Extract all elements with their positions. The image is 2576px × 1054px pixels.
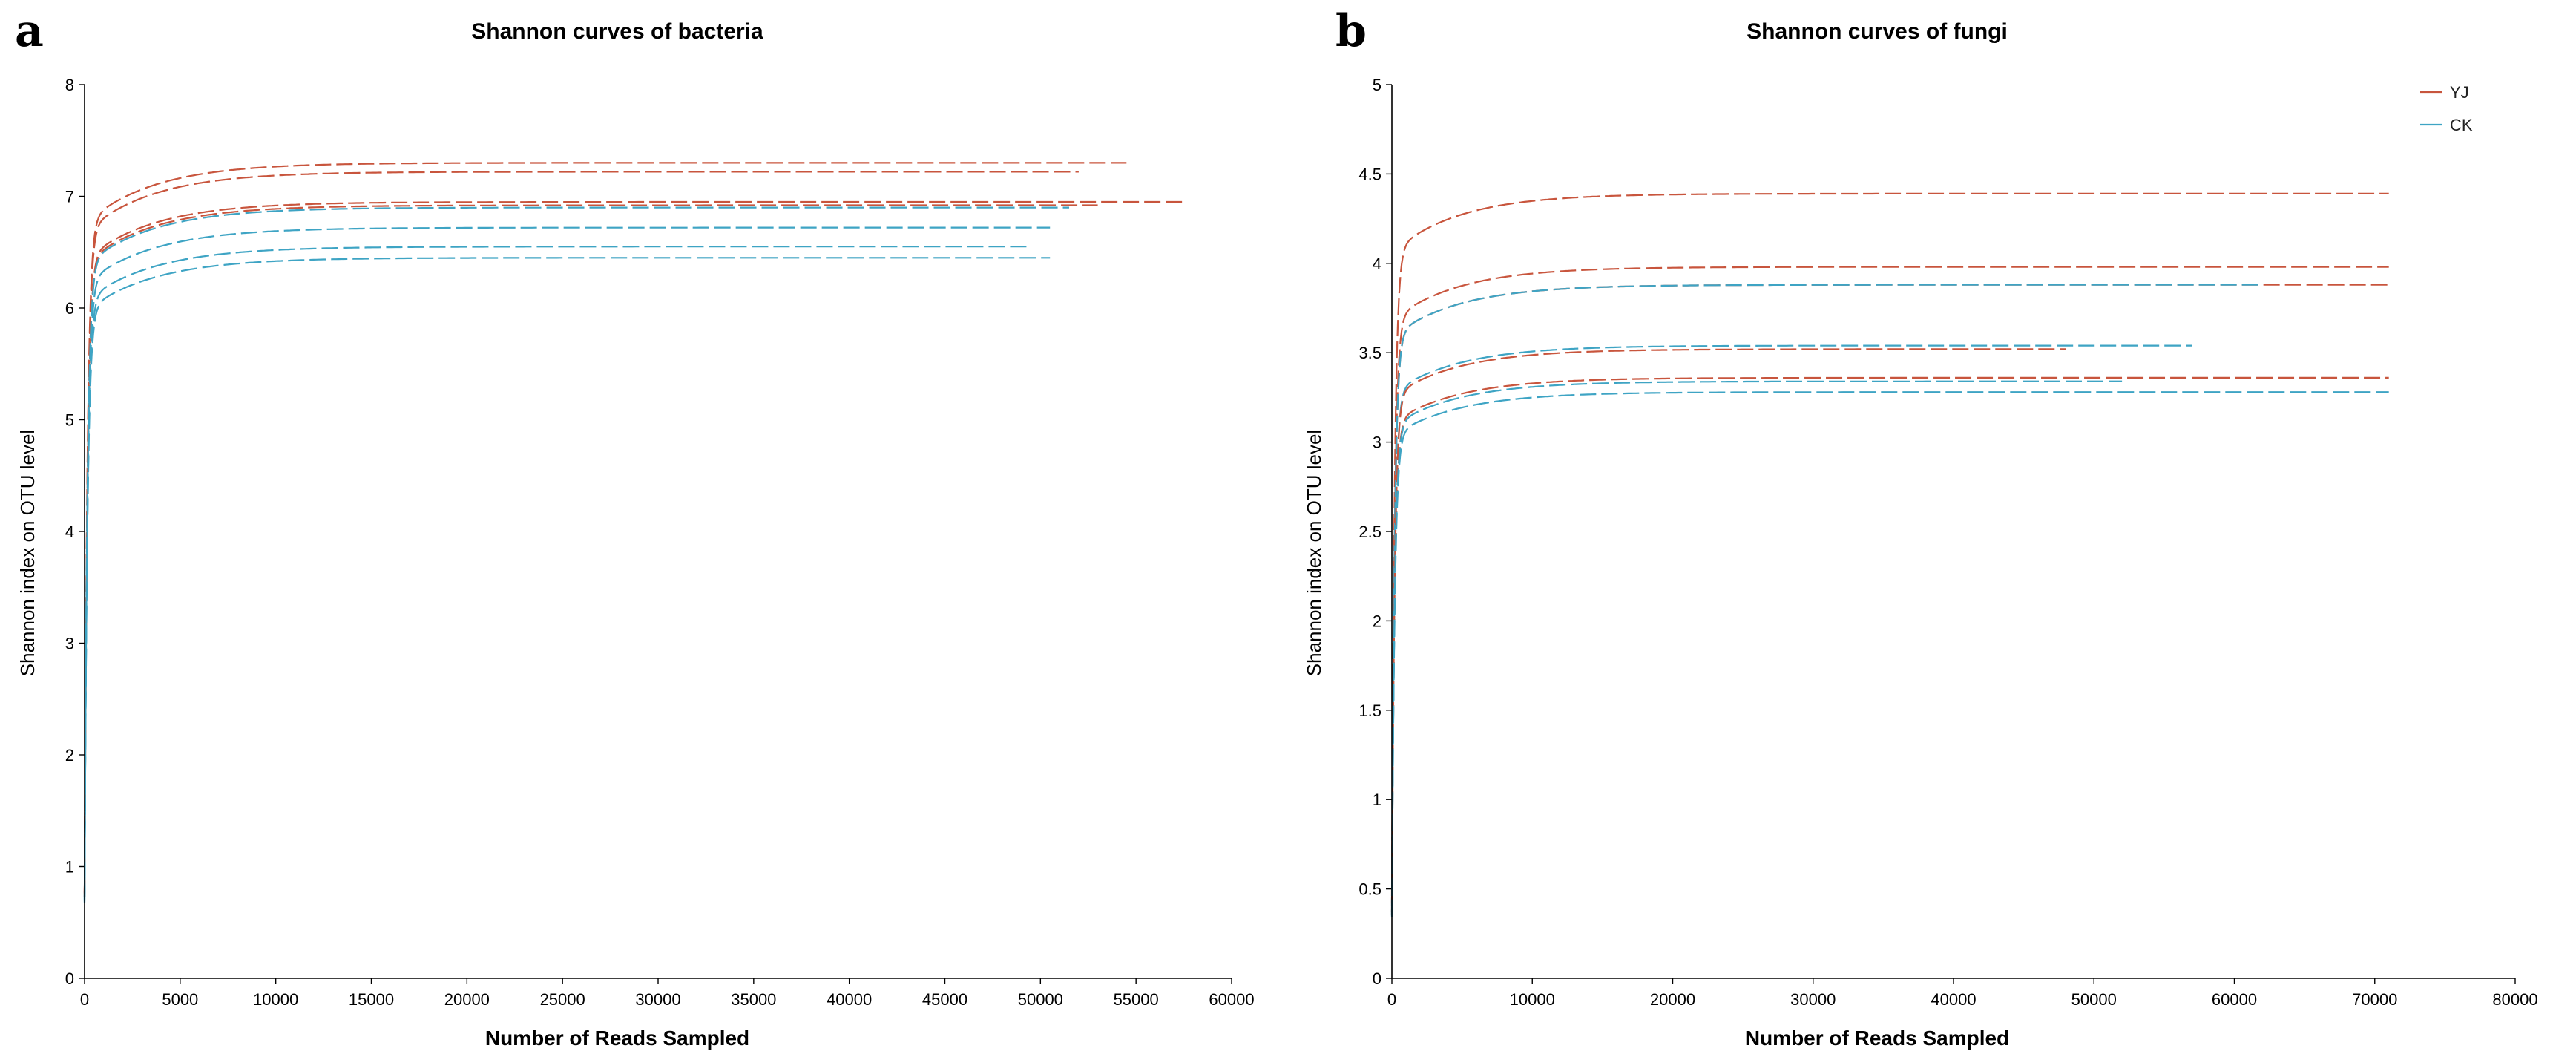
panel-letter-a: a: [15, 5, 44, 57]
chart-title-b: Shannon curves of fungi: [1747, 19, 2008, 44]
y-tick-label: 5: [1373, 76, 1381, 94]
y-tick-label: 0.5: [1358, 880, 1381, 899]
x-axis-label-b: Number of Reads Sampled: [1745, 1027, 2009, 1050]
chart-title-a: Shannon curves of bacteria: [471, 19, 763, 44]
series-curve-ck-6: [83, 226, 1051, 900]
y-axis-label-a: Shannon index on OTU level: [16, 430, 39, 676]
series-curve-ck-8: [1390, 380, 2123, 916]
series-group-b: [1390, 192, 2389, 917]
series-curve-yj-2: [1390, 266, 2389, 904]
y-tick-label: 4.5: [1358, 165, 1381, 183]
x-tick-label: 0: [1387, 990, 1396, 1009]
y-tick-label: 4: [65, 523, 74, 541]
axes-b: [1391, 85, 2515, 979]
x-tick-label: 50000: [1018, 990, 1063, 1009]
y-tick-label: 1: [65, 858, 74, 877]
x-tick-label: 20000: [444, 990, 490, 1009]
x-tick-label: 80000: [2492, 990, 2537, 1009]
x-tick-label: 10000: [1510, 990, 1555, 1009]
x-tick-label: 25000: [540, 990, 585, 1009]
x-tick-label: 55000: [1114, 990, 1159, 1009]
x-tick-label: 70000: [2352, 990, 2397, 1009]
x-axis-label-a: Number of Reads Sampled: [485, 1027, 749, 1050]
series-curve-ck-5: [1390, 344, 2192, 912]
panel-letter-b: b: [1335, 5, 1367, 57]
x-tick-label: 30000: [1790, 990, 1836, 1009]
x-tick-label: 45000: [922, 990, 967, 1009]
series-curve-yj-3: [83, 200, 1184, 897]
x-tick-label: 35000: [731, 990, 776, 1009]
y-tick-label: 7: [65, 188, 74, 206]
x-tick-label: 10000: [253, 990, 298, 1009]
y-tick-label: 4: [1373, 255, 1381, 273]
x-tick-label: 0: [80, 990, 89, 1009]
series-curve-ck-9: [1390, 391, 2389, 917]
y-tick-label: 2: [65, 746, 74, 765]
legend-label-ck: CK: [2450, 116, 2473, 134]
axis-ticks-b: 0 0.5 1 1.5 2 2.5 3 3.5 4 4.5 5 0 10000 20000 30000 400…: [1358, 76, 2537, 1009]
series-curve-ck-5: [83, 206, 1069, 897]
panel-b-fungi: b Shannon curves of fungi Number of Read…: [1303, 5, 2538, 1050]
series-curve-yj-6: [1390, 348, 2066, 912]
series-curve-yj-2: [83, 171, 1079, 894]
x-tick-label: 15000: [349, 990, 394, 1009]
series-group-a: [83, 162, 1184, 903]
x-tick-label: 30000: [635, 990, 680, 1009]
series-curve-yj-4: [83, 204, 1098, 897]
legend-label-yj: YJ: [2450, 83, 2469, 102]
x-tick-label: 5000: [162, 990, 198, 1009]
axis-ticks-a: 0 1 2 3 4 5 6 7 8 0 5000 10000 15000 20000 25000 30000 3…: [65, 76, 1255, 1009]
y-tick-label: 2: [1373, 612, 1381, 630]
panel-a-bacteria: a Shannon curves of bacteria Number of R…: [15, 5, 1255, 1050]
y-tick-label: 5: [65, 411, 74, 430]
series-curve-ck-4: [1390, 284, 2263, 906]
x-tick-label: 20000: [1650, 990, 1695, 1009]
legend: YJ CK: [2420, 83, 2473, 134]
y-tick-label: 0: [1373, 969, 1381, 988]
y-tick-label: 1: [1373, 790, 1381, 809]
series-curve-ck-7: [83, 246, 1031, 902]
x-tick-label: 60000: [1209, 990, 1254, 1009]
series-curve-yj-7: [1390, 376, 2389, 915]
y-axis-label-b: Shannon index on OTU level: [1303, 430, 1325, 676]
series-curve-ck-8: [83, 257, 1051, 903]
y-tick-label: 3: [1373, 433, 1381, 452]
series-curve-yj-1: [83, 162, 1127, 893]
y-tick-label: 2.5: [1358, 523, 1381, 541]
x-tick-label: 50000: [2071, 990, 2117, 1009]
y-tick-label: 8: [65, 76, 74, 94]
x-tick-label: 40000: [827, 990, 872, 1009]
y-tick-label: 3.5: [1358, 344, 1381, 362]
x-tick-label: 40000: [1931, 990, 1976, 1009]
y-tick-label: 0: [65, 969, 74, 988]
series-curve-yj-1: [1390, 192, 2389, 896]
y-tick-label: 3: [65, 635, 74, 653]
axes-a: [84, 85, 1232, 979]
x-tick-label: 60000: [2212, 990, 2257, 1009]
y-tick-label: 1.5: [1358, 701, 1381, 720]
y-tick-label: 6: [65, 299, 74, 318]
